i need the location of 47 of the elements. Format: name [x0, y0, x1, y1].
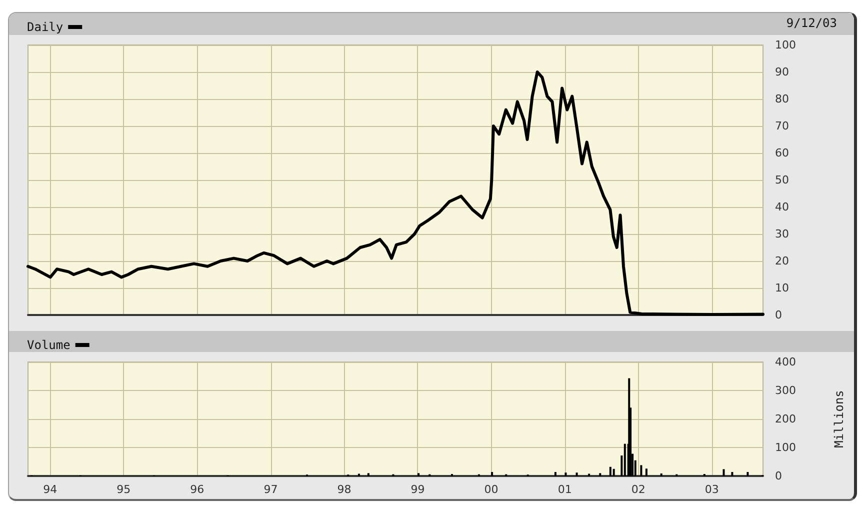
bar	[612, 468, 615, 476]
x-tick-label: 94	[43, 483, 58, 496]
x-tick-label: 01	[558, 483, 572, 496]
y-tick-label: 0	[775, 308, 782, 322]
y-tick-label: 60	[775, 146, 789, 160]
bar	[731, 472, 734, 476]
x-tick-label: 00	[484, 483, 498, 496]
x-tick-label: 97	[264, 483, 278, 496]
bar	[624, 444, 626, 476]
y-axis-title: Millions	[832, 390, 846, 448]
y-tick-label: 30	[775, 228, 789, 240]
legend-label: Volume	[26, 338, 70, 352]
y-tick-label: 400	[775, 356, 796, 368]
bar	[640, 465, 642, 476]
bar	[645, 468, 648, 476]
x-tick-label: 96	[190, 483, 204, 496]
bar	[554, 472, 556, 476]
y-tick-label: 80	[775, 92, 789, 106]
bar	[599, 473, 602, 476]
y-tick-label: 100	[775, 441, 796, 454]
text: 9/12/03	[786, 16, 838, 30]
y-tick-label: 100	[775, 38, 796, 52]
x-tick-label: 03	[704, 483, 719, 496]
y-tick-label: 90	[775, 66, 789, 78]
bar	[564, 472, 567, 476]
y-tick-label: 70	[775, 120, 789, 132]
y-tick-label: 300	[775, 384, 796, 397]
y-tick-label: 20	[775, 254, 789, 268]
y-tick-label: 200	[775, 412, 796, 426]
bar	[576, 472, 578, 476]
bar	[367, 473, 370, 476]
bar	[491, 472, 494, 476]
legend-label: Daily	[27, 20, 64, 34]
x-tick-label: 99	[410, 483, 425, 496]
x-tick-label: 02	[631, 483, 646, 496]
bar	[418, 473, 420, 476]
bar	[722, 469, 725, 476]
x-tick-label: 95	[116, 483, 131, 496]
bar	[746, 472, 749, 476]
line-series	[26, 70, 764, 316]
x-tick-label: 98	[337, 483, 352, 496]
y-tick-label: 0	[775, 470, 782, 482]
bar	[660, 473, 662, 476]
bar	[609, 466, 612, 476]
y-tick-label: 40	[775, 200, 789, 214]
y-tick-label: 10	[775, 282, 789, 294]
y-tick-label: 50	[775, 174, 789, 186]
